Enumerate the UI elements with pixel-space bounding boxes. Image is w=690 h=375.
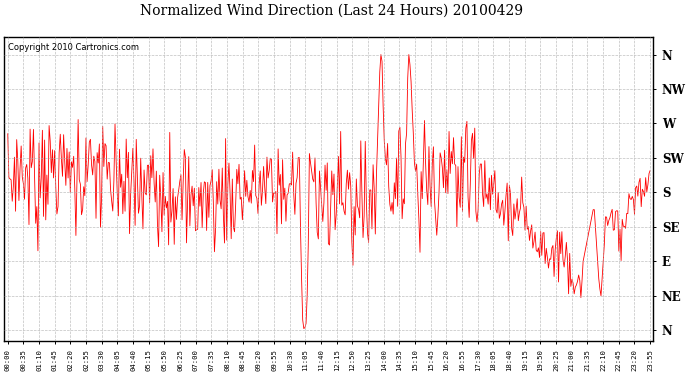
Text: Copyright 2010 Cartronics.com: Copyright 2010 Cartronics.com — [8, 44, 139, 52]
Text: Normalized Wind Direction (Last 24 Hours) 20100429: Normalized Wind Direction (Last 24 Hours… — [139, 4, 523, 18]
